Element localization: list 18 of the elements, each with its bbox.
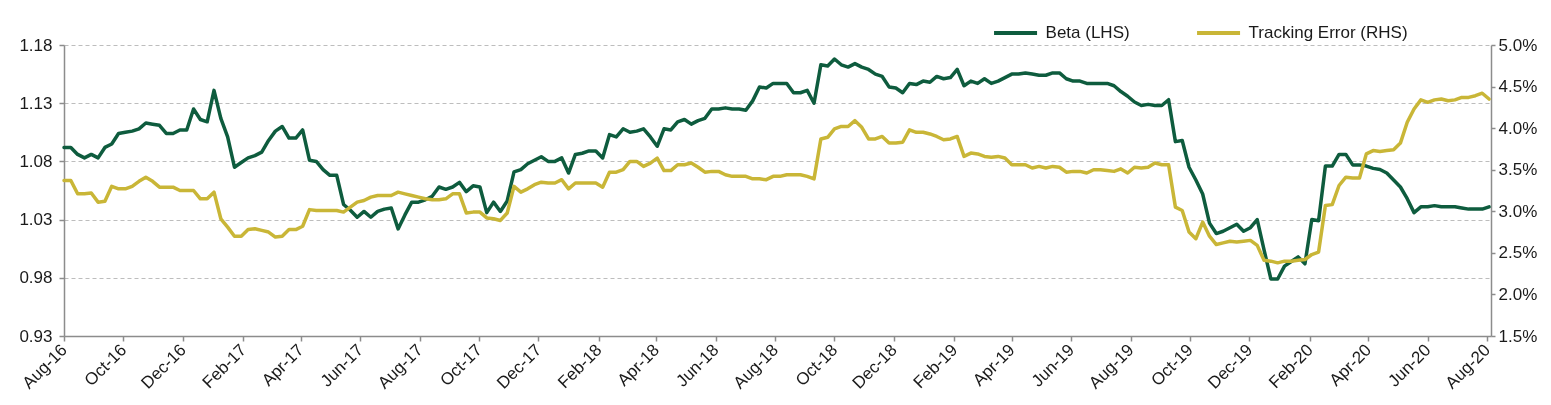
y-tick-label: 0.93 xyxy=(19,326,53,346)
y2-tick-label: 4.5% xyxy=(1498,77,1538,97)
y-tick-label: 1.08 xyxy=(19,151,53,171)
y-tick-label: 1.13 xyxy=(19,93,53,113)
y2-tick-label: 5.0% xyxy=(1498,35,1538,55)
y-tick-label: 1.03 xyxy=(19,210,53,230)
y-tick-label: 0.98 xyxy=(19,268,53,288)
line-series xyxy=(62,57,1491,281)
y2-tick-label: 2.5% xyxy=(1498,243,1538,263)
y2-tick-label: 3.5% xyxy=(1498,160,1538,180)
y2-tick-label: 3.0% xyxy=(1498,201,1538,221)
y2-tick-label: 4.0% xyxy=(1498,118,1538,138)
legend-label: Tracking Error (RHS) xyxy=(1248,23,1408,42)
legend-label: Beta (LHS) xyxy=(1045,23,1130,42)
y-tick-label: 1.18 xyxy=(19,35,53,55)
line-series xyxy=(62,91,1491,265)
y2-tick-label: 1.5% xyxy=(1498,326,1538,346)
y2-tick-label: 2.0% xyxy=(1498,284,1538,304)
